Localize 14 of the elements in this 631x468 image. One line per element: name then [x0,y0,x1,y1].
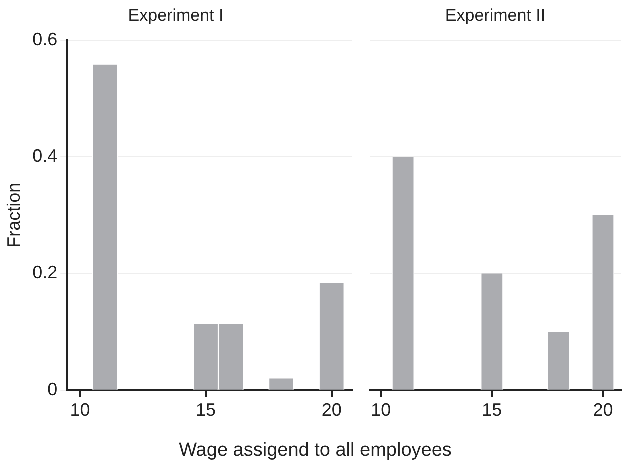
x-tick-label: 10 [70,400,90,420]
x-tick-label: 15 [196,400,216,420]
chart-title: Experiment I [128,6,224,25]
chart-title: Experiment II [445,6,546,25]
y-axis-title: Fraction [4,182,24,248]
x-tick-label: 20 [322,400,342,420]
y-tick-label: 0 [48,379,58,400]
x-axis-title: Wage assigend to all employees [178,440,453,462]
y-tick-label: 0.4 [32,146,58,166]
x-tick-label: 20 [593,400,614,420]
y-tick-label: 0.6 [32,29,58,50]
y-tick-label: 0.2 [32,262,58,283]
x-tick-label: 15 [482,400,502,420]
x-tick-label: 10 [371,400,392,420]
